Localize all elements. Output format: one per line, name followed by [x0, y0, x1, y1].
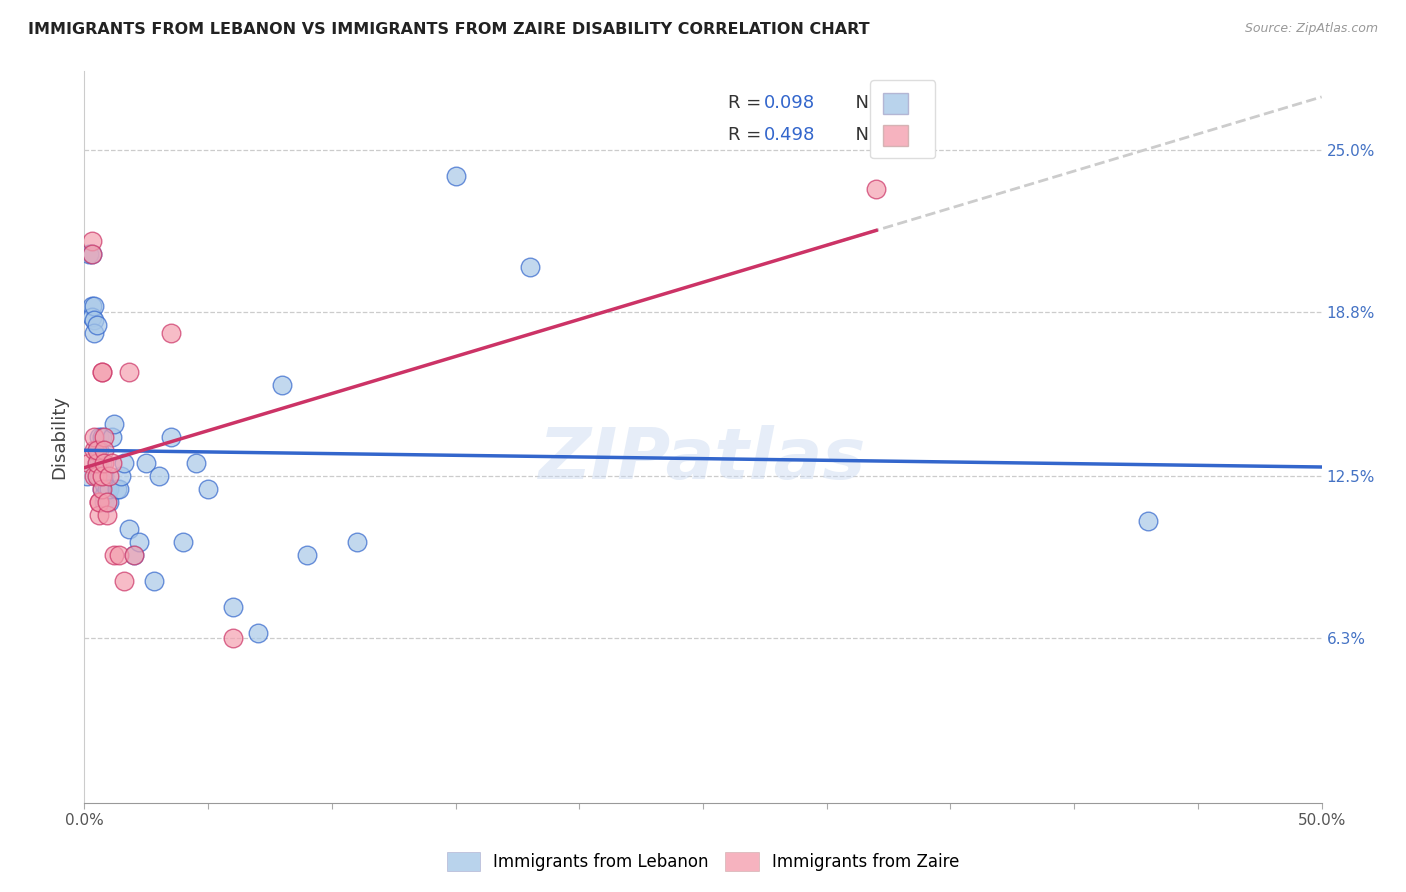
Point [112, 574, 135, 588]
Point [83, 469, 105, 483]
Point [865, 182, 887, 196]
Point [80, 247, 103, 261]
Point [90, 483, 112, 497]
Text: IMMIGRANTS FROM LEBANON VS IMMIGRANTS FROM ZAIRE DISABILITY CORRELATION CHART: IMMIGRANTS FROM LEBANON VS IMMIGRANTS FR… [28, 22, 870, 37]
Point [89, 461, 111, 475]
Point [90, 365, 112, 379]
Point [444, 169, 467, 183]
Text: ZIPatlas: ZIPatlas [540, 425, 866, 493]
Point [86, 443, 108, 458]
Point [86, 469, 108, 483]
Point [93, 487, 115, 501]
Point [93, 495, 115, 509]
Point [222, 599, 245, 614]
Point [118, 365, 141, 379]
Point [118, 521, 141, 535]
Point [89, 430, 111, 444]
Point [346, 534, 368, 549]
Text: Source: ZipAtlas.com: Source: ZipAtlas.com [1244, 22, 1378, 36]
Y-axis label: Disability: Disability [51, 395, 69, 479]
Point [93, 430, 115, 444]
Point [295, 548, 318, 562]
Point [96, 483, 118, 497]
Point [98, 495, 121, 509]
Point [184, 456, 207, 470]
Point [83, 300, 105, 314]
Point [86, 443, 108, 458]
Text: R =: R = [728, 94, 766, 112]
Point [79, 456, 101, 470]
Point [90, 456, 112, 470]
Point [89, 469, 111, 483]
Point [90, 365, 112, 379]
Point [100, 430, 122, 444]
Point [83, 443, 105, 458]
Point [90, 469, 112, 483]
Point [108, 483, 131, 497]
Point [197, 483, 219, 497]
Text: 0.098: 0.098 [763, 94, 814, 112]
Text: 31: 31 [889, 126, 911, 144]
Point [96, 508, 118, 523]
Point [89, 456, 111, 470]
Point [86, 469, 108, 483]
Point [110, 469, 132, 483]
Point [100, 456, 122, 470]
Point [93, 456, 115, 470]
Point [86, 318, 108, 332]
Text: N =: N = [844, 94, 896, 112]
Text: 53: 53 [889, 94, 911, 112]
Point [112, 456, 135, 470]
Point [148, 469, 170, 483]
Point [80, 247, 103, 261]
Text: 0.498: 0.498 [763, 126, 815, 144]
Point [83, 326, 105, 340]
Point [105, 483, 128, 497]
Point [96, 495, 118, 509]
Point [98, 469, 121, 483]
Point [222, 632, 245, 646]
Point [89, 508, 111, 523]
Point [96, 495, 118, 509]
Point [93, 469, 115, 483]
Point [160, 326, 183, 340]
Point [90, 430, 112, 444]
Point [103, 417, 125, 431]
Point [79, 247, 101, 261]
Point [271, 377, 294, 392]
Point [128, 534, 150, 549]
Point [86, 456, 108, 470]
Point [93, 443, 115, 458]
Point [80, 310, 103, 324]
Point [108, 548, 131, 562]
Legend: , : , [870, 80, 935, 158]
Point [246, 626, 269, 640]
Point [103, 548, 125, 562]
Point [122, 548, 145, 562]
Point [83, 312, 105, 326]
Point [83, 430, 105, 444]
Point [1137, 514, 1160, 528]
Text: R =: R = [728, 126, 766, 144]
Point [93, 477, 115, 491]
Legend: Immigrants from Lebanon, Immigrants from Zaire: Immigrants from Lebanon, Immigrants from… [439, 843, 967, 880]
Point [86, 456, 108, 470]
Point [135, 456, 157, 470]
Point [80, 234, 103, 248]
Point [89, 495, 111, 509]
Point [160, 430, 183, 444]
Point [142, 574, 165, 588]
Point [98, 483, 121, 497]
Point [89, 495, 111, 509]
Point [122, 548, 145, 562]
Point [519, 260, 541, 275]
Point [76, 469, 98, 483]
Point [80, 300, 103, 314]
Point [90, 483, 112, 497]
Point [90, 469, 112, 483]
Text: N =: N = [844, 126, 896, 144]
Point [89, 443, 111, 458]
Point [172, 534, 194, 549]
